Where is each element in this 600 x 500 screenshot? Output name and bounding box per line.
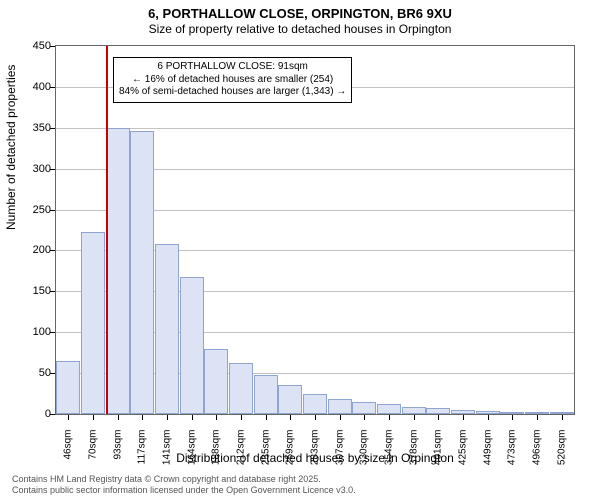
- histogram-bar: [426, 408, 450, 414]
- y-tick-mark: [50, 373, 55, 374]
- x-tick-mark: [315, 415, 316, 420]
- x-tick-mark: [241, 415, 242, 420]
- histogram-bar: [328, 399, 352, 414]
- x-tick-label: 473sqm: [507, 430, 518, 480]
- x-tick-label: 401sqm: [433, 430, 444, 480]
- chart-title: 6, PORTHALLOW CLOSE, ORPINGTON, BR6 9XU: [0, 6, 600, 21]
- x-tick-label: 307sqm: [334, 430, 345, 480]
- y-tick-mark: [50, 414, 55, 415]
- histogram-bar: [500, 412, 524, 414]
- histogram-bar: [155, 244, 179, 414]
- x-tick-mark: [118, 415, 119, 420]
- y-tick-label: 50: [11, 367, 51, 379]
- x-tick-mark: [414, 415, 415, 420]
- x-tick-mark: [167, 415, 168, 420]
- y-tick-mark: [50, 250, 55, 251]
- attribution-line2: Contains public sector information licen…: [12, 485, 356, 496]
- y-tick-mark: [50, 291, 55, 292]
- histogram-bar: [402, 407, 426, 414]
- y-tick-label: 100: [11, 326, 51, 338]
- histogram-bar: [476, 411, 500, 414]
- x-tick-label: 141sqm: [162, 430, 173, 480]
- y-tick-mark: [50, 128, 55, 129]
- x-tick-mark: [93, 415, 94, 420]
- x-tick-label: 117sqm: [137, 430, 148, 480]
- x-tick-mark: [364, 415, 365, 420]
- annotation-line: 6 PORTHALLOW CLOSE: 91sqm: [119, 61, 346, 74]
- x-tick-mark: [68, 415, 69, 420]
- y-tick-label: 450: [11, 40, 51, 52]
- x-tick-label: 259sqm: [285, 430, 296, 480]
- x-tick-label: 449sqm: [482, 430, 493, 480]
- gridline: [56, 128, 574, 129]
- x-tick-label: 212sqm: [236, 430, 247, 480]
- x-tick-label: 235sqm: [260, 430, 271, 480]
- x-tick-label: 354sqm: [384, 430, 395, 480]
- x-tick-mark: [290, 415, 291, 420]
- x-tick-mark: [512, 415, 513, 420]
- x-tick-mark: [537, 415, 538, 420]
- x-tick-label: 425sqm: [458, 430, 469, 480]
- histogram-bar: [130, 131, 154, 414]
- chart-subtitle: Size of property relative to detached ho…: [0, 22, 600, 36]
- x-tick-mark: [340, 415, 341, 420]
- x-tick-mark: [463, 415, 464, 420]
- histogram-bar: [352, 402, 376, 414]
- x-tick-label: 520sqm: [556, 430, 567, 480]
- histogram-bar: [278, 385, 302, 414]
- x-tick-mark: [438, 415, 439, 420]
- y-tick-label: 300: [11, 163, 51, 175]
- x-tick-label: 188sqm: [211, 430, 222, 480]
- x-tick-mark: [266, 415, 267, 420]
- histogram-bar: [525, 412, 549, 414]
- y-tick-label: 350: [11, 122, 51, 134]
- y-tick-label: 150: [11, 285, 51, 297]
- x-tick-mark: [216, 415, 217, 420]
- property-marker-line: [106, 46, 108, 414]
- histogram-bar: [451, 410, 475, 414]
- y-tick-mark: [50, 87, 55, 88]
- x-tick-label: 70sqm: [88, 430, 99, 480]
- y-tick-mark: [50, 332, 55, 333]
- annotation-line: ← 16% of detached houses are smaller (25…: [119, 74, 346, 87]
- x-tick-mark: [488, 415, 489, 420]
- y-tick-mark: [50, 46, 55, 47]
- histogram-bar: [204, 349, 228, 414]
- histogram-bar: [377, 404, 401, 414]
- x-tick-mark: [142, 415, 143, 420]
- histogram-bar: [303, 394, 327, 414]
- x-tick-label: 496sqm: [532, 430, 543, 480]
- histogram-bar: [254, 375, 278, 414]
- x-tick-mark: [389, 415, 390, 420]
- annotation-box: 6 PORTHALLOW CLOSE: 91sqm← 16% of detach…: [113, 57, 352, 103]
- histogram-bar: [229, 363, 253, 414]
- annotation-line: 84% of semi-detached houses are larger (…: [119, 86, 346, 99]
- histogram-bar: [180, 277, 204, 414]
- x-tick-label: 46sqm: [63, 430, 74, 480]
- x-tick-label: 378sqm: [408, 430, 419, 480]
- x-tick-mark: [192, 415, 193, 420]
- y-tick-label: 200: [11, 244, 51, 256]
- x-tick-label: 164sqm: [186, 430, 197, 480]
- histogram-bar: [106, 128, 130, 414]
- histogram-bar: [81, 232, 105, 414]
- x-tick-label: 330sqm: [359, 430, 370, 480]
- y-tick-label: 250: [11, 204, 51, 216]
- histogram-bar: [550, 412, 574, 414]
- x-tick-mark: [562, 415, 563, 420]
- histogram-bar: [56, 361, 80, 414]
- plot-area: 6 PORTHALLOW CLOSE: 91sqm← 16% of detach…: [55, 45, 575, 415]
- x-tick-label: 93sqm: [112, 430, 123, 480]
- histogram-chart: 6, PORTHALLOW CLOSE, ORPINGTON, BR6 9XU …: [0, 0, 600, 500]
- x-tick-label: 283sqm: [310, 430, 321, 480]
- y-tick-mark: [50, 210, 55, 211]
- y-tick-mark: [50, 169, 55, 170]
- y-tick-label: 0: [11, 408, 51, 420]
- y-tick-label: 400: [11, 81, 51, 93]
